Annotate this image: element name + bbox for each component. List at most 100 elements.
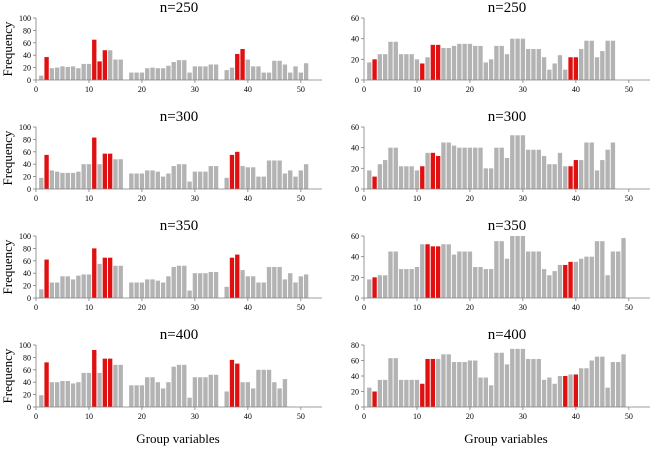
bar-right-1-x28 (510, 38, 515, 80)
bar-left-2-x50 (298, 170, 303, 189)
bar-right-4-x49 (621, 354, 626, 407)
bar-left-3-x21 (145, 279, 150, 298)
bar-right-1-x36 (552, 63, 557, 80)
bar-right-2-x5 (388, 147, 393, 189)
bar-left-2-x36 (224, 177, 229, 189)
x-tick-label-right-2-50: 50 (625, 194, 633, 203)
bar-right-1-x13 (430, 44, 436, 80)
bar-right-2-x35 (547, 164, 552, 189)
bar-right-1-x15 (441, 47, 446, 80)
bar-left-4-x2 (44, 362, 49, 407)
bar-left-1-x26 (171, 62, 176, 80)
bar-left-3-x24 (160, 282, 166, 298)
bar-right-4-x14 (435, 358, 441, 407)
bar-left-3-x25 (166, 276, 171, 298)
bar-right-2-x26 (499, 147, 504, 189)
y-tick-label-left-2-40: 40 (23, 160, 31, 169)
x-tick-label-right-3-40: 40 (572, 303, 580, 312)
bar-right-2-x16 (446, 142, 451, 189)
x-tick-label-right-1-40: 40 (572, 85, 580, 94)
y-tick-label-right-3-0: 0 (355, 294, 359, 303)
bar-right-4-x41 (578, 368, 584, 407)
bar-left-4-x26 (171, 366, 176, 407)
bar-left-3-x10 (86, 274, 92, 298)
bar-right-2-x25 (494, 147, 499, 189)
y-tick-label-right-1-20: 20 (351, 55, 359, 64)
y-tick-label-left-3-100: 100 (19, 232, 31, 241)
bar-left-3-x47 (282, 279, 288, 298)
bar-left-2-x24 (160, 176, 166, 189)
y-tick-label-left-1-40: 40 (23, 51, 31, 60)
bar-left-3-x6 (65, 276, 70, 298)
bar-right-3-x22 (478, 267, 483, 298)
bar-right-3-x25 (494, 241, 499, 298)
x-tick-label-right-1-0: 0 (362, 85, 366, 94)
bar-right-2-x9 (409, 166, 414, 189)
x-tick-label-right-3-10: 10 (413, 303, 421, 312)
bar-left-1-x6 (65, 66, 70, 80)
y-tick-label-left-3-60: 60 (23, 257, 31, 266)
x-tick-label-left-1-30: 30 (191, 85, 199, 94)
bar-left-2-x46 (277, 160, 282, 189)
bar-left-2-x13 (102, 153, 108, 189)
bar-left-1-x31 (198, 66, 203, 80)
bar-right-3-x46 (605, 275, 610, 298)
bar-left-4-x25 (166, 382, 171, 407)
bar-left-2-x47 (282, 173, 288, 189)
bar-right-4-x3 (377, 379, 383, 407)
bar-right-4-x33 (536, 358, 541, 407)
bar-left-4-x46 (277, 388, 282, 407)
bar-left-1-x13 (102, 50, 108, 80)
x-tick-label-right-3-0: 0 (362, 303, 366, 312)
x-tick-label-left-4-50: 50 (297, 412, 305, 421)
bar-left-2-x27 (176, 164, 182, 189)
x-tick-label-left-4-40: 40 (244, 412, 252, 421)
bar-left-3-x5 (60, 276, 65, 298)
bar-right-4-x45 (600, 356, 605, 407)
y-tick-label-left-3-40: 40 (23, 269, 31, 278)
bar-right-1-x14 (435, 44, 441, 80)
bar-right-2-x10 (414, 170, 420, 189)
bar-right-1-x37 (557, 55, 563, 80)
bar-left-4-x38 (235, 363, 240, 407)
bar-left-1-x22 (150, 67, 155, 80)
bar-left-2-x41 (250, 167, 256, 189)
x-tick-label-right-4-20: 20 (466, 412, 474, 421)
bar-right-2-x45 (600, 160, 605, 189)
bar-right-4-x1 (367, 387, 372, 407)
y-tick-label-right-1-40: 40 (351, 35, 359, 44)
bar-left-4-x34 (213, 374, 219, 407)
bar-left-2-x49 (293, 176, 298, 189)
bar-right-4-x22 (478, 377, 483, 407)
bar-left-4-x40 (245, 382, 251, 407)
bar-left-4-x41 (250, 388, 256, 407)
bar-right-2-x41 (578, 160, 584, 189)
bar-left-3-x33 (208, 271, 213, 298)
bar-left-2-x40 (245, 167, 251, 189)
bar-right-1-x1 (367, 62, 372, 80)
bar-left-3-x27 (176, 265, 182, 298)
y-tick-label-right-4-20: 20 (351, 388, 359, 397)
x-tick-label-right-2-30: 30 (519, 194, 527, 203)
bar-right-3-x42 (584, 256, 589, 298)
x-tick-label-left-2-20: 20 (138, 194, 146, 203)
bar-right-4-x12 (425, 358, 430, 407)
bar-left-2-x7 (70, 172, 76, 189)
y-tick-label-left-2-60: 60 (23, 148, 31, 157)
bar-left-2-x8 (76, 171, 81, 189)
bar-right-1-x10 (414, 59, 420, 80)
bar-left-1-x14 (107, 50, 113, 80)
bar-right-4-x31 (526, 358, 531, 407)
bar-left-4-x45 (272, 382, 277, 407)
bar-left-2-x25 (166, 173, 171, 189)
bar-right-2-x36 (552, 164, 557, 189)
bar-left-4-x12 (97, 372, 102, 407)
x-tick-label-right-4-30: 30 (519, 412, 527, 421)
y-tick-label-left-1-0: 0 (27, 76, 31, 85)
bar-right-1-x42 (584, 40, 589, 80)
bar-right-1-x39 (568, 57, 573, 80)
bar-left-1-x40 (245, 59, 251, 80)
bar-right-3-x33 (536, 251, 541, 298)
y-tick-label-left-1-100: 100 (19, 14, 31, 23)
bar-left-1-x28 (182, 60, 187, 80)
